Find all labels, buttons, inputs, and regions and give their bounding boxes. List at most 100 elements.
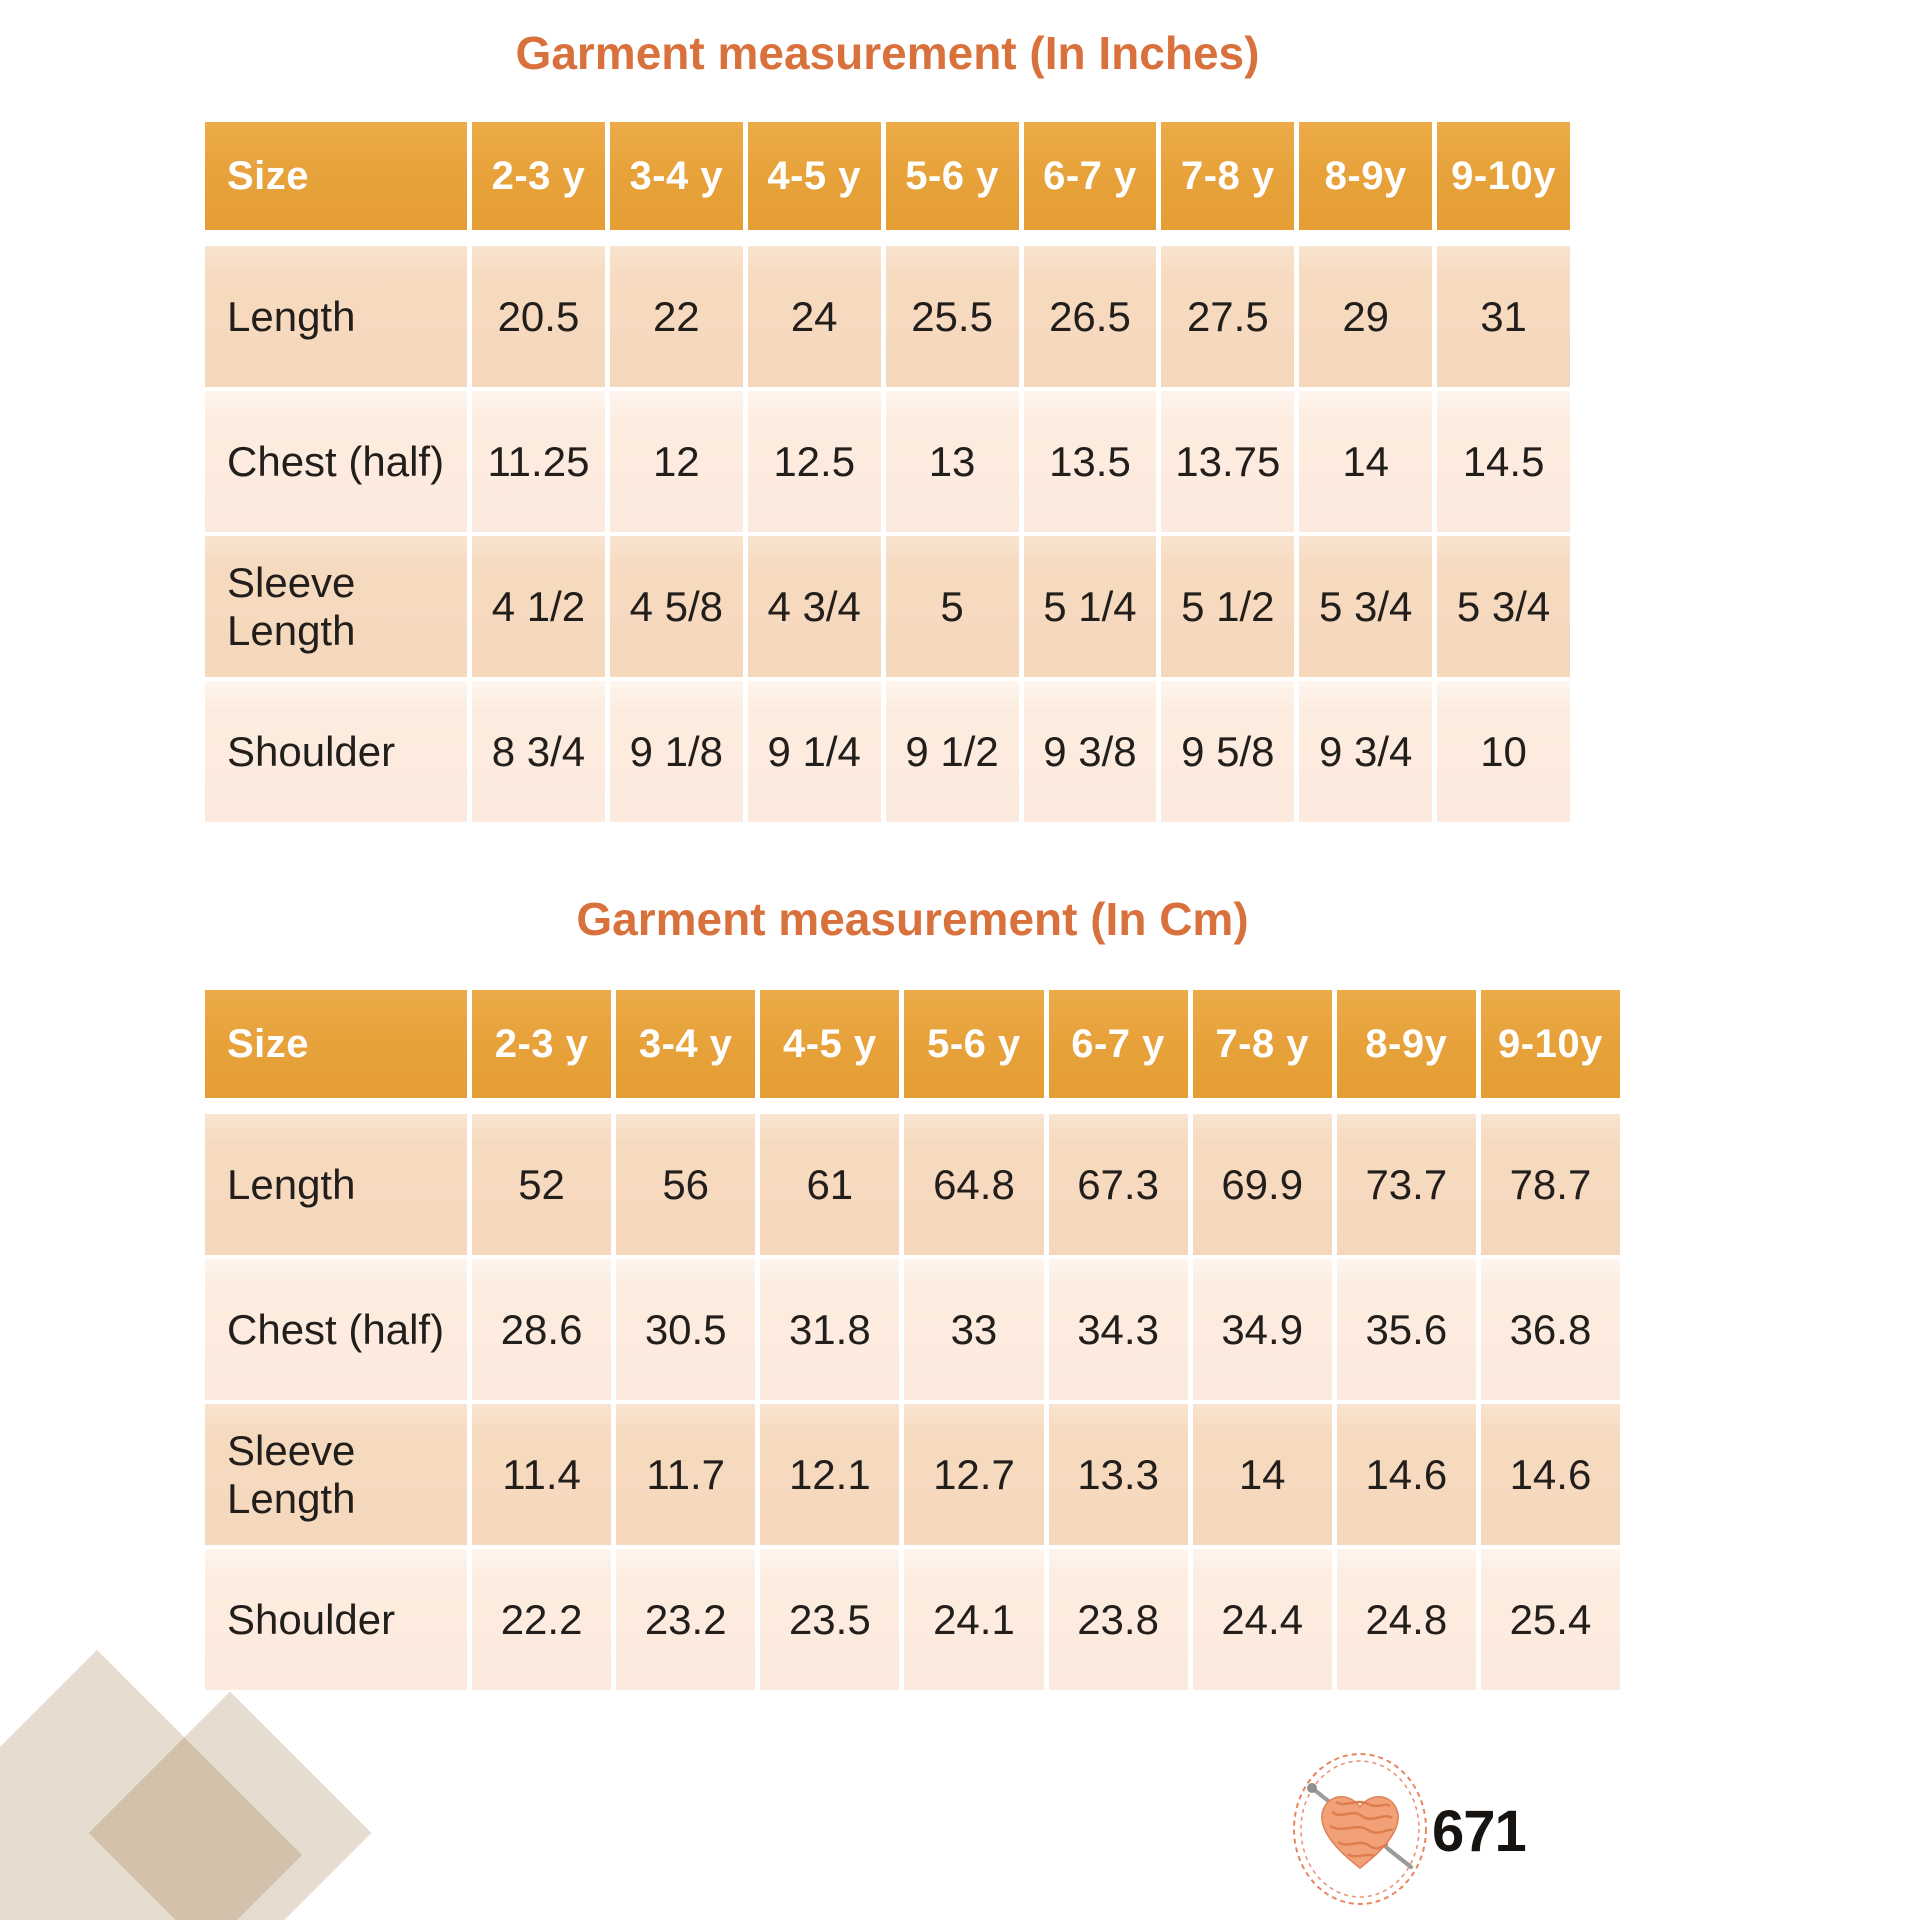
measurement-value: 30.5 bbox=[616, 1259, 756, 1400]
measurement-value: 22 bbox=[609, 246, 743, 387]
row-label: Sleeve Length bbox=[205, 536, 467, 677]
size-header-5-6-y: 5-6 y bbox=[885, 122, 1019, 230]
measurement-value: 4 3/4 bbox=[747, 536, 881, 677]
measurement-value: 33 bbox=[904, 1259, 1044, 1400]
yarn-heart-logo-icon bbox=[1293, 1753, 1427, 1905]
measurement-value: 9 1/2 bbox=[885, 681, 1019, 822]
measurement-value: 23.2 bbox=[616, 1549, 756, 1690]
size-header-8-9y: 8-9y bbox=[1336, 990, 1476, 1098]
size-header-4-5-y: 4-5 y bbox=[760, 990, 900, 1098]
row-label: Sleeve Length bbox=[205, 1404, 467, 1545]
measurement-value: 12.5 bbox=[747, 391, 881, 532]
measurement-value: 52 bbox=[472, 1114, 612, 1255]
size-header-7-8-y: 7-8 y bbox=[1192, 990, 1332, 1098]
measurement-value: 14 bbox=[1192, 1404, 1332, 1545]
measurement-value: 27.5 bbox=[1161, 246, 1295, 387]
measurement-value: 22.2 bbox=[472, 1549, 612, 1690]
measurement-value: 35.6 bbox=[1336, 1259, 1476, 1400]
measurement-value: 20.5 bbox=[472, 246, 605, 387]
size-header-6-7-y: 6-7 y bbox=[1048, 990, 1188, 1098]
table-title-cm: Garment measurement (In Cm) bbox=[576, 893, 1249, 945]
measurement-value: 11.4 bbox=[472, 1404, 612, 1545]
measurement-value: 5 bbox=[885, 536, 1019, 677]
size-header-4-5-y: 4-5 y bbox=[747, 122, 881, 230]
measurement-value: 56 bbox=[616, 1114, 756, 1255]
measurement-value: 24 bbox=[747, 246, 881, 387]
measurement-value: 14.6 bbox=[1480, 1404, 1620, 1545]
measurement-value: 12.1 bbox=[760, 1404, 900, 1545]
measurement-value: 26.5 bbox=[1023, 246, 1157, 387]
size-header-6-7-y: 6-7 y bbox=[1023, 122, 1157, 230]
size-header-9-10y: 9-10y bbox=[1437, 122, 1570, 230]
size-column-header: Size bbox=[205, 990, 467, 1098]
size-column-header: Size bbox=[205, 122, 467, 230]
measurement-value: 67.3 bbox=[1048, 1114, 1188, 1255]
measurement-value: 14 bbox=[1299, 391, 1433, 532]
measurement-value: 10 bbox=[1437, 681, 1570, 822]
measurement-value: 12.7 bbox=[904, 1404, 1044, 1545]
measurement-value: 34.3 bbox=[1048, 1259, 1188, 1400]
measurement-value: 9 3/8 bbox=[1023, 681, 1157, 822]
measurement-value: 13.75 bbox=[1161, 391, 1295, 532]
measurement-value: 11.25 bbox=[472, 391, 605, 532]
measurement-value: 25.4 bbox=[1480, 1549, 1620, 1690]
measurement-value: 5 3/4 bbox=[1299, 536, 1433, 677]
measurement-value: 12 bbox=[609, 391, 743, 532]
measurement-row-shoulder: Shoulder 8 3/4 9 1/8 9 1/4 9 1/2 9 3/8 9 5/8 9 … bbox=[205, 681, 1570, 822]
measurement-value: 4 1/2 bbox=[472, 536, 605, 677]
measurement-value: 4 5/8 bbox=[609, 536, 743, 677]
row-label: Chest (half) bbox=[205, 1259, 467, 1400]
measurement-row-chest-half: Chest (half) 28.6 30.5 31.8 33 34.3 34.9 35.6 36… bbox=[205, 1259, 1620, 1400]
measurement-value: 9 1/8 bbox=[609, 681, 743, 822]
measurement-value: 13.3 bbox=[1048, 1404, 1188, 1545]
size-header-2-3-y: 2-3 y bbox=[472, 990, 612, 1098]
measurement-value: 34.9 bbox=[1192, 1259, 1332, 1400]
size-header-3-4-y: 3-4 y bbox=[616, 990, 756, 1098]
row-label: Length bbox=[205, 246, 467, 387]
measurement-value: 24.4 bbox=[1192, 1549, 1332, 1690]
measurement-value: 11.7 bbox=[616, 1404, 756, 1545]
size-header-5-6-y: 5-6 y bbox=[904, 990, 1044, 1098]
row-label: Shoulder bbox=[205, 1549, 467, 1690]
measurement-value: 28.6 bbox=[472, 1259, 612, 1400]
measurement-value: 36.8 bbox=[1480, 1259, 1620, 1400]
measurement-value: 14.5 bbox=[1437, 391, 1570, 532]
row-label: Shoulder bbox=[205, 681, 467, 822]
measurement-value: 13 bbox=[885, 391, 1019, 532]
measurement-row-chest-half: Chest (half) 11.25 12 12.5 13 13.5 13.75 14 14.5 bbox=[205, 391, 1570, 532]
measurement-row-sleeve-length: Sleeve Length 4 1/2 4 5/8 4 3/4 5 5 1/4 5 1/2 5… bbox=[205, 536, 1570, 677]
measurement-value: 69.9 bbox=[1192, 1114, 1332, 1255]
measurement-table-inches: Size 2-3 y 3-4 y 4-5 y 5-6 y 6-7 y 7-8 y 8-9y 9-… bbox=[205, 122, 1570, 826]
measurement-value: 23.5 bbox=[760, 1549, 900, 1690]
measurement-value: 9 3/4 bbox=[1299, 681, 1433, 822]
row-label: Chest (half) bbox=[205, 391, 467, 532]
measurement-value: 73.7 bbox=[1336, 1114, 1476, 1255]
measurement-row-length: Length 52 56 61 64.8 67.3 69.9 73.7 78.7 bbox=[205, 1114, 1620, 1255]
table-title-inches: Garment measurement (In Inches) bbox=[515, 27, 1260, 79]
size-header-8-9y: 8-9y bbox=[1299, 122, 1433, 230]
table-1-header-row: Size 2-3 y 3-4 y 4-5 y 5-6 y 6-7 y 7-8 y 8-9y 9-… bbox=[205, 990, 1620, 1098]
measurement-value: 31.8 bbox=[760, 1259, 900, 1400]
measurement-row-length: Length 20.5 22 24 25.5 26.5 27.5 29 31 bbox=[205, 246, 1570, 387]
size-header-7-8-y: 7-8 y bbox=[1161, 122, 1295, 230]
size-header-3-4-y: 3-4 y bbox=[609, 122, 743, 230]
measurement-value: 31 bbox=[1437, 246, 1570, 387]
measurement-value: 13.5 bbox=[1023, 391, 1157, 532]
measurement-value: 24.1 bbox=[904, 1549, 1044, 1690]
measurement-value: 14.6 bbox=[1336, 1404, 1476, 1545]
size-header-2-3-y: 2-3 y bbox=[472, 122, 605, 230]
size-header-9-10y: 9-10y bbox=[1480, 990, 1620, 1098]
measurement-row-shoulder: Shoulder 22.2 23.2 23.5 24.1 23.8 24.4 24.8 25.4 bbox=[205, 1549, 1620, 1690]
measurement-value: 9 5/8 bbox=[1161, 681, 1295, 822]
measurement-value: 25.5 bbox=[885, 246, 1019, 387]
measurement-value: 5 1/4 bbox=[1023, 536, 1157, 677]
measurement-value: 24.8 bbox=[1336, 1549, 1476, 1690]
measurement-value: 8 3/4 bbox=[472, 681, 605, 822]
measurement-value: 5 1/2 bbox=[1161, 536, 1295, 677]
measurement-table-cm: Size 2-3 y 3-4 y 4-5 y 5-6 y 6-7 y 7-8 y 8-9y 9-… bbox=[205, 990, 1620, 1694]
measurement-value: 23.8 bbox=[1048, 1549, 1188, 1690]
measurement-value: 9 1/4 bbox=[747, 681, 881, 822]
measurement-value: 5 3/4 bbox=[1437, 536, 1570, 677]
measurement-row-sleeve-length: Sleeve Length 11.4 11.7 12.1 12.7 13.3 14 14.6 1… bbox=[205, 1404, 1620, 1545]
